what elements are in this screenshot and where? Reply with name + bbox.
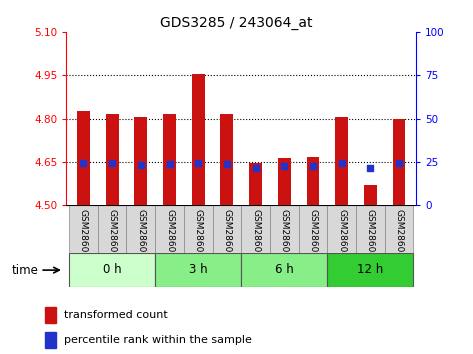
Bar — [249, 164, 262, 205]
Text: transformed count: transformed count — [64, 310, 168, 320]
Bar — [364, 185, 377, 205]
Bar — [98, 205, 126, 253]
Bar — [126, 205, 155, 253]
Point — [166, 161, 173, 167]
Text: GSM286038: GSM286038 — [280, 209, 289, 264]
Bar — [77, 112, 90, 205]
Bar — [105, 114, 119, 205]
Text: GSM286033: GSM286033 — [136, 209, 145, 264]
Bar — [155, 205, 184, 253]
Point — [223, 161, 231, 167]
Bar — [335, 117, 348, 205]
Point — [194, 160, 202, 165]
Text: GSM286040: GSM286040 — [337, 209, 346, 264]
Bar — [184, 205, 212, 253]
Bar — [69, 253, 155, 287]
Bar — [270, 205, 298, 253]
Bar — [356, 205, 385, 253]
Bar — [298, 205, 327, 253]
Bar — [163, 114, 176, 205]
Text: GSM286031: GSM286031 — [79, 209, 88, 264]
Bar — [327, 205, 356, 253]
Bar — [307, 157, 319, 205]
Text: 3 h: 3 h — [189, 263, 208, 276]
Bar — [45, 332, 56, 348]
Text: GSM286036: GSM286036 — [222, 209, 231, 264]
Bar — [212, 205, 241, 253]
Bar — [192, 74, 205, 205]
Point — [137, 162, 145, 168]
Point — [309, 164, 317, 169]
Bar — [327, 253, 413, 287]
Point — [108, 161, 116, 166]
Bar — [241, 253, 327, 287]
Text: 0 h: 0 h — [103, 263, 122, 276]
Text: 12 h: 12 h — [357, 263, 384, 276]
Text: GSM286041: GSM286041 — [366, 209, 375, 264]
Point — [252, 165, 259, 171]
Text: percentile rank within the sample: percentile rank within the sample — [64, 335, 252, 345]
Point — [280, 164, 288, 169]
Bar — [45, 307, 56, 323]
Bar — [220, 114, 233, 205]
Bar — [69, 205, 98, 253]
Text: GDS3285 / 243064_at: GDS3285 / 243064_at — [160, 16, 313, 30]
Point — [395, 161, 403, 166]
Text: 6 h: 6 h — [275, 263, 294, 276]
Text: GSM286039: GSM286039 — [308, 209, 317, 264]
Point — [338, 161, 345, 166]
Bar — [278, 158, 291, 205]
Bar — [134, 117, 147, 205]
Text: GSM286042: GSM286042 — [394, 209, 403, 264]
Text: GSM286037: GSM286037 — [251, 209, 260, 264]
Text: time: time — [12, 264, 39, 276]
Bar — [385, 205, 413, 253]
Text: GSM286034: GSM286034 — [165, 209, 174, 264]
Bar — [155, 253, 241, 287]
Bar — [241, 205, 270, 253]
Bar — [393, 119, 405, 205]
Text: GSM286035: GSM286035 — [194, 209, 203, 264]
Point — [367, 165, 374, 171]
Point — [79, 161, 87, 166]
Text: GSM286032: GSM286032 — [108, 209, 117, 264]
